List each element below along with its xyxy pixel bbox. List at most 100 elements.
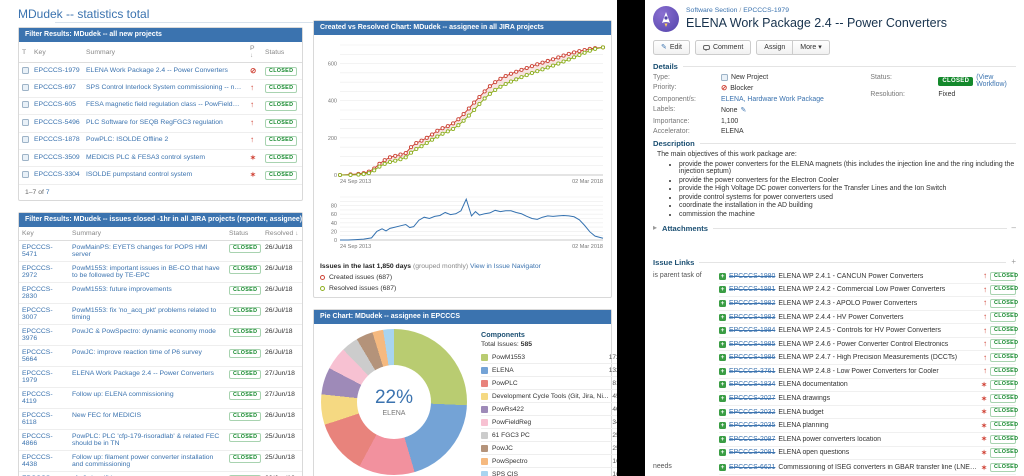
issue-summary-link[interactable]: PowPLC: PLC 'cfp-179-risoradlab' & relat…: [72, 432, 220, 447]
col-status[interactable]: Status: [262, 42, 302, 63]
col-priority[interactable]: P ↓: [247, 42, 262, 63]
legend-item[interactable]: ELENA 132: [481, 364, 618, 377]
issue-key-link[interactable]: EPCCCS-697: [34, 83, 76, 91]
issue-key-link[interactable]: EPCCCS-1980: [729, 272, 776, 280]
issue-key-link[interactable]: EPCCCS-2972: [22, 264, 53, 279]
legend-item[interactable]: PowSpectro 16: [481, 455, 618, 468]
issue-summary-link[interactable]: ISOLDE pumpstand control system: [86, 170, 193, 178]
pagination-total-link[interactable]: 7: [45, 188, 50, 196]
issue-summary-link[interactable]: PowM1553: important issues in BE-CO that…: [72, 264, 220, 279]
col-key[interactable]: Key: [31, 42, 83, 63]
breadcrumb-project-link[interactable]: Software Section: [686, 7, 738, 14]
issue-key-link[interactable]: EPCCCS-2830: [22, 285, 53, 300]
issue-summary-link[interactable]: PowPLC: ISOLDE Offline 2: [86, 136, 169, 144]
issue-key-link[interactable]: EPCCCS-1979: [22, 369, 53, 384]
issue-key-link[interactable]: EPCCCS-3761: [729, 367, 776, 375]
issue-key-link[interactable]: EPCCCS-4438: [22, 453, 53, 468]
legend-item[interactable]: Development Cycle Tools (Git, Jira, Ni..…: [481, 390, 618, 403]
assign-button[interactable]: Assign: [756, 40, 794, 55]
issue-key-link[interactable]: EPCCCS-2027: [729, 395, 776, 403]
issue-key-link[interactable]: EPCCCS-2081: [729, 449, 776, 457]
issue-key-link[interactable]: EPCCCS-3007: [22, 306, 53, 321]
legend-item[interactable]: PowPLC 81: [481, 377, 618, 390]
issue-key-link[interactable]: EPCCCS-2032: [729, 408, 776, 416]
issue-key-link[interactable]: EPCCCS-1983: [729, 313, 776, 321]
issue-key-link[interactable]: EPCCCS-5471: [22, 243, 53, 258]
description-bullet: provide the power converters for the Ele…: [679, 177, 1016, 184]
col-key[interactable]: Key: [19, 226, 69, 241]
issue-summary-link[interactable]: ELENA Work Package 2.4 -- Power Converte…: [72, 369, 214, 377]
col-summary[interactable]: Summary: [83, 42, 247, 63]
issue-summary-link[interactable]: Follow up: ELENA commissioning: [72, 390, 174, 398]
created-vs-resolved-chart[interactable]: 0 200 400 600 24 Sep 2013 02 Mar 2018: [318, 39, 607, 187]
issue-summary-link[interactable]: SPS Control Interlock System commissioni…: [86, 83, 244, 91]
issue-key-link[interactable]: EPCCCS-6536: [22, 475, 53, 476]
legend-item[interactable]: 61 FGC3 PC 25: [481, 429, 618, 442]
edit-labels-icon[interactable]: ✎: [740, 107, 747, 115]
components-links[interactable]: ELENA, Hardware Work Package: [721, 95, 824, 103]
issue-key-link[interactable]: EPCCCS-5496: [34, 118, 80, 126]
col-summary[interactable]: Summary: [69, 226, 226, 241]
more-button[interactable]: More ▾: [793, 40, 830, 55]
issue-key-link[interactable]: EPCCCS-6621: [729, 464, 776, 472]
issue-key-link[interactable]: EPCCCS-6118: [22, 411, 53, 426]
legend-item[interactable]: PowRs422 40: [481, 403, 618, 416]
issue-key-link[interactable]: EPCCCS-1985: [729, 340, 776, 348]
project-avatar[interactable]: [653, 6, 679, 32]
comment-button[interactable]: Comment: [694, 40, 752, 55]
gadget-header[interactable]: Filter Results: MDudek -- all new projec…: [19, 28, 302, 42]
issue-key-link[interactable]: EPCCCS-2035: [729, 422, 776, 430]
legend-item[interactable]: PowFieldReg 34: [481, 416, 618, 429]
recent-issues-chart[interactable]: 0 20 40 60 80 24 Sep 2013 02 Mar 2018: [318, 192, 607, 252]
col-type[interactable]: T: [19, 42, 31, 63]
gadget-header[interactable]: Filter Results: MDudek -- issues closed …: [19, 212, 302, 227]
issue-summary-link[interactable]: Follow up: filament power converter inst…: [72, 453, 214, 468]
issue-summary-link[interactable]: PowM1553: future improvements: [72, 285, 172, 293]
legend-item[interactable]: PowM1553 172: [481, 351, 618, 364]
major-priority-icon: [981, 464, 987, 472]
issue-summary-link[interactable]: PowJC & PowSpectro: dynamic economy mode: [72, 327, 216, 335]
attachments-options-icon[interactable]: –: [1011, 223, 1016, 233]
issue-navigator-link[interactable]: View in Issue Navigator: [470, 263, 541, 270]
issue-summary-link[interactable]: cfc-3-risoelfi issue: [72, 475, 126, 476]
issue-key-link[interactable]: EPCCCS-1984: [729, 327, 776, 335]
issue-key-link[interactable]: EPCCCS-4866: [22, 432, 53, 447]
breadcrumb-issue-link[interactable]: EPCCCS-1979: [743, 7, 789, 14]
legend-item[interactable]: PowJC 25: [481, 442, 618, 455]
issue-key-link[interactable]: EPCCCS-1878: [34, 136, 80, 144]
col-status[interactable]: Status: [226, 226, 262, 241]
col-resolved[interactable]: Resolved ↓: [262, 226, 302, 241]
issue-summary-link[interactable]: PLC Software for SEQB RegFGC3 regulation: [86, 118, 223, 126]
issue-key-link[interactable]: EPCCCS-1834: [729, 381, 776, 389]
details-heading: Details: [653, 62, 678, 71]
issue-key-link[interactable]: EPCCCS-1981: [729, 286, 776, 294]
issue-summary-link[interactable]: MEDICIS PLC & FESA3 control system: [86, 153, 205, 161]
view-workflow-link[interactable]: (View Workflow): [976, 74, 1007, 88]
gadget-header[interactable]: Pie Chart: MDudek -- assignee in EPCCCS: [314, 310, 611, 324]
gadget-header[interactable]: Created vs Resolved Chart: MDudek -- ass…: [314, 21, 611, 35]
issue-key-link[interactable]: EPCCCS-605: [34, 101, 76, 109]
issue-key-link[interactable]: EPCCCS-3509: [34, 153, 80, 161]
issue-key-link[interactable]: EPCCCS-1982: [729, 299, 776, 307]
chevron-right-icon[interactable]: ▸: [653, 223, 658, 233]
issue-summary-link[interactable]: ELENA Work Package 2.4 -- Power Converte…: [86, 66, 228, 74]
add-link-icon[interactable]: +: [1011, 257, 1016, 267]
components-donut-chart[interactable]: 22% ELENA: [321, 329, 467, 475]
cell-summary: PowMainPS: EYETS changes for POPS HMI se…: [69, 240, 226, 262]
issue-summary-link[interactable]: PowMainPS: EYETS changes for POPS HMI se…: [72, 243, 208, 258]
edit-button[interactable]: ✎ Edit: [653, 40, 690, 55]
issue-summary-link[interactable]: PowM1553: fix 'no_acq_pkt' problems rela…: [72, 306, 217, 321]
issue-key-link[interactable]: EPCCCS-3304: [34, 170, 80, 178]
issue-key-link[interactable]: EPCCCS-1986: [729, 354, 776, 362]
issue-key-link[interactable]: EPCCCS-1979: [34, 66, 80, 74]
issue-key-link[interactable]: EPCCCS-3976: [22, 327, 53, 342]
cell-summary: Follow up: filament power converter inst…: [69, 450, 226, 472]
issue-summary-link[interactable]: New FEC for MEDICIS: [72, 411, 142, 419]
legend-item[interactable]: SPS CIS 16: [481, 468, 618, 476]
issue-key-link[interactable]: EPCCCS-2087: [729, 435, 776, 443]
major-priority-icon: [250, 154, 256, 162]
issue-summary-link[interactable]: FESA magnetic field regulation class -- …: [86, 101, 244, 109]
issue-key-link[interactable]: EPCCCS-5664: [22, 348, 53, 363]
issue-key-link[interactable]: EPCCCS-4119: [22, 390, 53, 405]
issue-summary-link[interactable]: PowJC: improve reaction time of P6 surve…: [72, 348, 202, 356]
